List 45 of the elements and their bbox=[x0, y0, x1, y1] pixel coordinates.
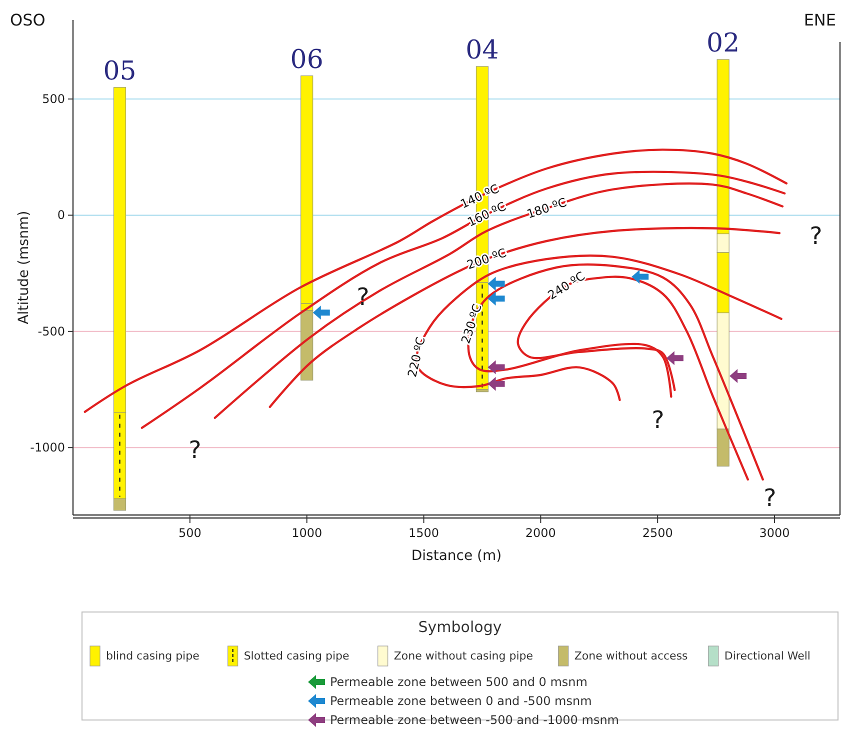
point bbox=[488, 360, 505, 374]
text: 180 ºC bbox=[525, 195, 568, 222]
annotation: 06 bbox=[290, 44, 324, 75]
legend-label: Zone without access bbox=[574, 650, 688, 662]
legend-label: Permeable zone between 500 and 0 msnm bbox=[330, 675, 588, 689]
x-tick-label: 2000 bbox=[525, 526, 556, 540]
text: 220 ºC bbox=[405, 336, 428, 378]
annotation: 04 bbox=[466, 35, 499, 66]
x-tick-label: 2500 bbox=[642, 526, 673, 540]
x-tick-label: 500 bbox=[178, 526, 202, 540]
x-axis-title: Distance (m) bbox=[411, 548, 502, 564]
legend-title: Symbology bbox=[418, 618, 502, 636]
annotation: 05 bbox=[103, 56, 136, 86]
annotation: ENE bbox=[804, 10, 836, 30]
legend-label: Zone without casing pipe bbox=[394, 650, 534, 662]
annotation: 02 bbox=[706, 28, 740, 59]
line-series bbox=[268, 226, 781, 408]
annotation: ? bbox=[764, 484, 776, 512]
point bbox=[312, 306, 330, 320]
point bbox=[488, 276, 505, 291]
y-tick-label: 0 bbox=[57, 208, 65, 222]
text: OSO bbox=[10, 10, 46, 30]
legend-label: Permeable zone between 0 and -500 msnm bbox=[330, 694, 592, 708]
legend-label: blind casing pipe bbox=[106, 650, 200, 662]
y-tick-label: -1000 bbox=[30, 440, 65, 455]
point bbox=[488, 376, 505, 391]
point bbox=[666, 351, 684, 366]
point bbox=[632, 270, 649, 284]
legend-label: Permeable zone between -500 and -1000 msnm bbox=[330, 713, 619, 727]
y-tick-label: 500 bbox=[42, 92, 65, 106]
x-tick-label: 1000 bbox=[292, 526, 322, 540]
annotation: ? bbox=[652, 406, 664, 434]
point bbox=[730, 369, 747, 384]
y-axis-title: Altitude (msnm) bbox=[16, 210, 32, 324]
text: 230 ºC bbox=[458, 302, 484, 346]
x-tick-label: 1500 bbox=[408, 526, 440, 540]
y-tick-label: -500 bbox=[38, 324, 65, 338]
point bbox=[488, 292, 505, 306]
legend-label: Directional Well bbox=[724, 650, 811, 662]
text: 240 ºC bbox=[545, 268, 588, 302]
annotation: ? bbox=[810, 222, 822, 250]
x-tick-label: 3000 bbox=[759, 526, 790, 540]
text: 200 ºC bbox=[465, 246, 508, 272]
annotation: ? bbox=[188, 436, 202, 464]
legend-label: Slotted casing pipe bbox=[244, 650, 350, 662]
